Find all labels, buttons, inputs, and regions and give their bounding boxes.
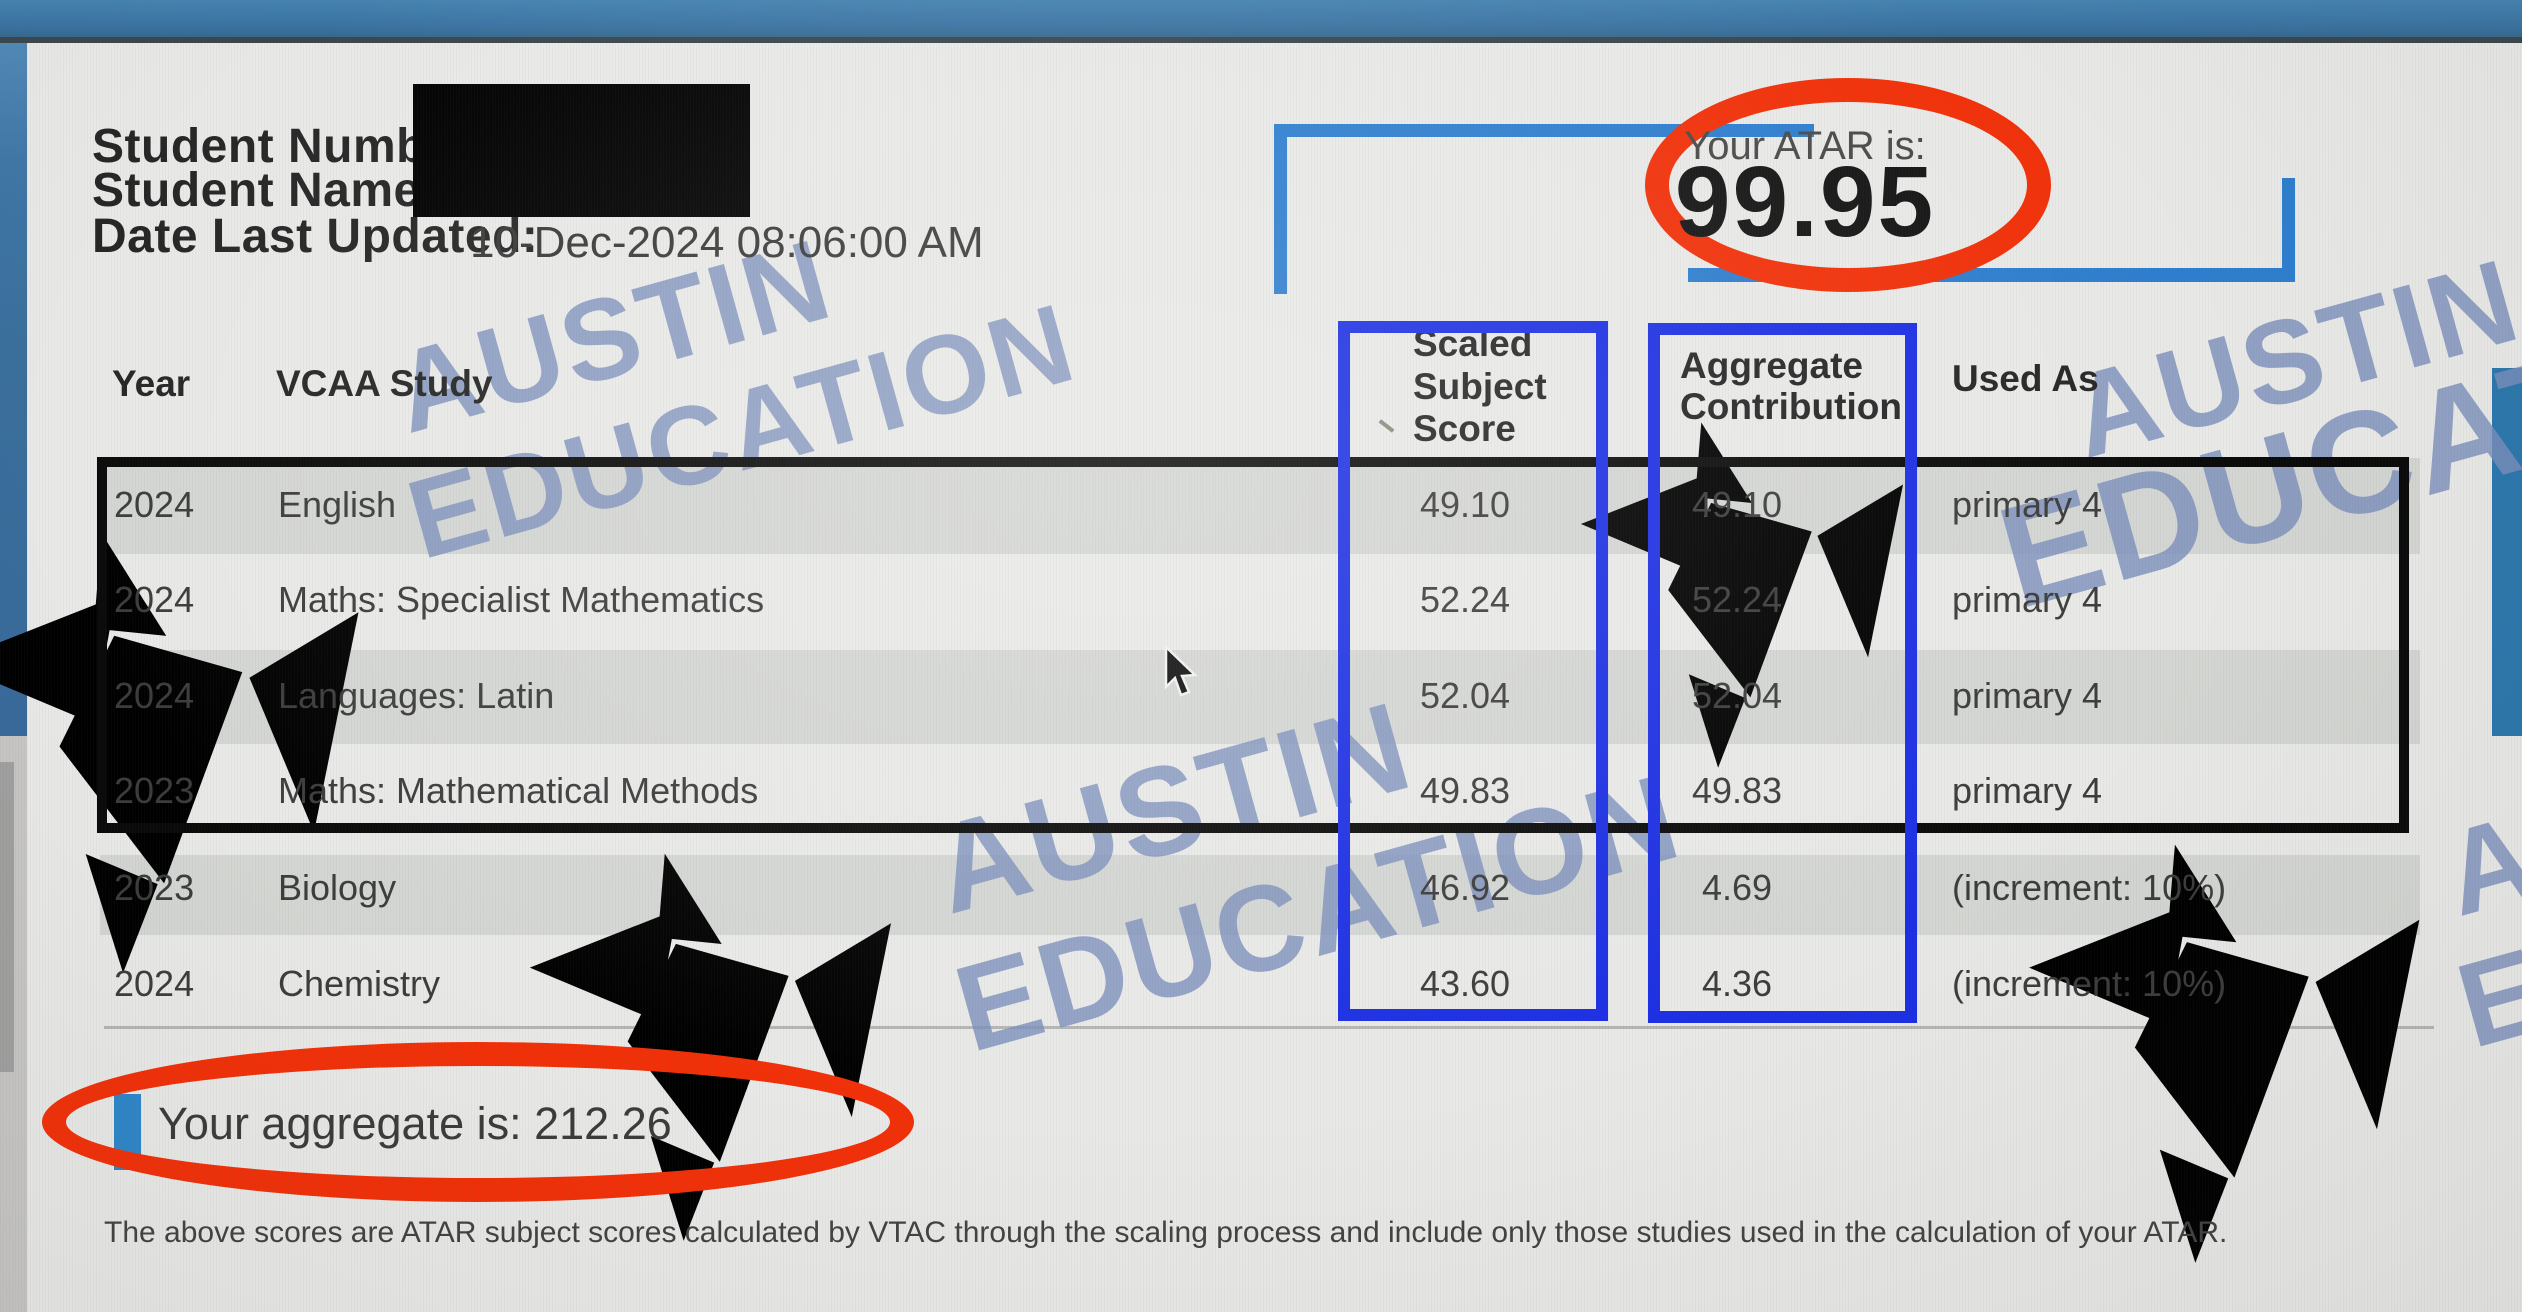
date-last-updated-value: 10-Dec-2024 08:06:00 AM <box>470 218 984 267</box>
scaled-score-column-box <box>1338 321 1608 1021</box>
atar-label: Your ATAR is: <box>1684 124 1926 168</box>
atar-bracket-left <box>1274 124 1287 294</box>
desktop-left-strip <box>0 43 27 736</box>
cell-used-as: (increment: 10%) <box>1952 867 2227 908</box>
col-header-aggregate-2: Contribution <box>1680 386 1902 427</box>
redacted-student-details <box>413 84 750 217</box>
cell-year: 2024 <box>114 963 195 1004</box>
disclaimer-text: The above scores are ATAR subject scores… <box>104 1216 2228 1249</box>
cell-aggregate-contribution: 4.36 <box>1701 963 1773 1004</box>
atar-value: 99.95 <box>1674 146 1936 258</box>
cell-year: 2024 <box>114 675 195 716</box>
cell-study: Maths: Specialist Mathematics <box>278 579 765 620</box>
table-row-band <box>100 458 2420 554</box>
cell-aggregate-contribution: 4.69 <box>1701 867 1773 908</box>
col-header-aggregate-1: Aggregate <box>1680 345 1863 386</box>
student-name-label: Student Name: <box>92 164 438 217</box>
cell-scaled-score: 46.92 <box>1419 867 1511 908</box>
aggregate-contribution-column-box <box>1648 323 1917 1023</box>
cell-year: 2023 <box>114 770 195 811</box>
cell-scaled-score: 49.10 <box>1419 484 1511 525</box>
cell-used-as: primary 4 <box>1952 675 2103 716</box>
cell-year: 2024 <box>114 579 195 620</box>
cell-year: 2023 <box>114 867 195 908</box>
cell-study: Biology <box>278 867 397 908</box>
desktop-right-strip <box>2492 368 2522 736</box>
cell-used-as: (increment: 10%) <box>1952 963 2227 1004</box>
cell-used-as: primary 4 <box>1952 579 2103 620</box>
cell-study: Languages: Latin <box>278 675 555 716</box>
col-header-used-as: Used As <box>1952 358 2099 399</box>
atar-bracket-right <box>2282 178 2295 282</box>
cell-aggregate-contribution: 52.24 <box>1691 579 1783 620</box>
cell-scaled-score: 52.24 <box>1419 579 1511 620</box>
cell-aggregate-contribution: 49.10 <box>1691 484 1783 525</box>
aggregate-highlight-circle <box>42 1042 914 1202</box>
desktop-top-strip <box>0 0 2522 43</box>
primary-subjects-box <box>97 457 2409 833</box>
date-last-updated-label: Date Last Updated: <box>92 210 539 263</box>
table-row-band <box>100 855 2420 935</box>
col-header-scaled-3: Score <box>1413 408 1516 449</box>
table-bottom-divider <box>104 1026 2434 1029</box>
mouse-cursor-icon <box>1164 645 1198 697</box>
cell-study: Maths: Mathematical Methods <box>278 770 759 811</box>
cell-used-as: primary 4 <box>1952 484 2103 525</box>
cell-used-as: primary 4 <box>1952 770 2103 811</box>
cell-year: 2024 <box>114 484 195 525</box>
col-header-year: Year <box>112 363 191 404</box>
col-header-vcaa-study: VCAA Study <box>276 363 493 404</box>
cell-study: English <box>278 484 397 525</box>
cell-study: Chemistry <box>278 963 441 1004</box>
cell-scaled-score: 49.83 <box>1419 770 1511 811</box>
col-header-scaled-2: Subject <box>1413 366 1547 407</box>
cell-aggregate-contribution: 52.04 <box>1691 675 1783 716</box>
desktop-left-bottom-shadow <box>0 762 14 1072</box>
cell-aggregate-contribution: 49.83 <box>1691 770 1783 811</box>
cell-scaled-score: 52.04 <box>1419 675 1511 716</box>
cell-scaled-score: 43.60 <box>1419 963 1511 1004</box>
table-row-band <box>100 650 2420 744</box>
